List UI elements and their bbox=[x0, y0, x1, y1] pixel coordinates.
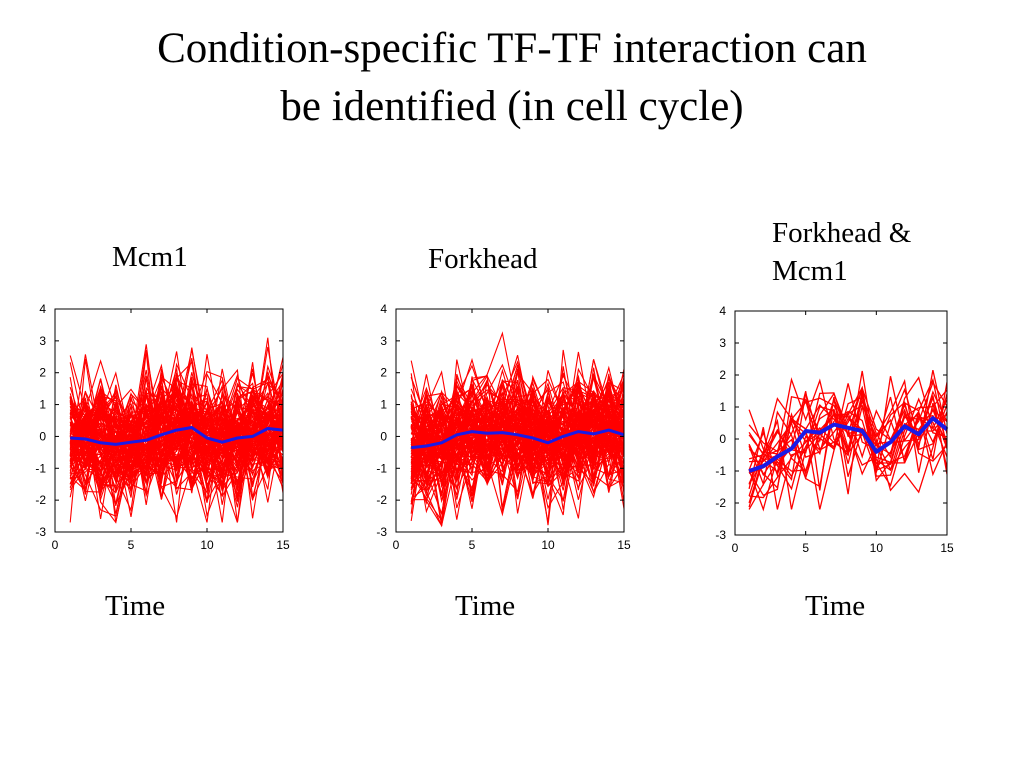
y-tick-label: 3 bbox=[719, 336, 726, 350]
mean-line bbox=[748, 416, 949, 473]
x-tick-label: 15 bbox=[940, 541, 954, 555]
profile-line bbox=[748, 392, 947, 510]
axes-frame bbox=[734, 310, 948, 536]
x-tick-label: 0 bbox=[732, 541, 739, 555]
y-tick-label: 2 bbox=[39, 366, 46, 380]
y-tick-label: 4 bbox=[39, 302, 46, 316]
profile-line bbox=[410, 364, 624, 500]
y-tick-label: -2 bbox=[715, 496, 726, 510]
y-tick-label: -3 bbox=[715, 528, 726, 542]
x-tick-label: 5 bbox=[469, 538, 476, 552]
profile-lines-2 bbox=[748, 369, 947, 512]
y-tick-label: -1 bbox=[35, 461, 46, 475]
axes-frame bbox=[54, 308, 284, 533]
y-tick-label: 4 bbox=[719, 304, 726, 318]
profile-line bbox=[69, 358, 283, 523]
profile-line bbox=[748, 392, 947, 508]
y-tick-label: -1 bbox=[376, 461, 387, 475]
x-tick-label: 10 bbox=[541, 538, 555, 552]
profile-line bbox=[411, 371, 624, 485]
x-tick-label: 10 bbox=[200, 538, 214, 552]
profile-line bbox=[69, 396, 283, 488]
y-tick-label: 0 bbox=[719, 432, 726, 446]
profile-line bbox=[748, 376, 947, 488]
x-axis-label-forkhead-mcm1: Time bbox=[805, 590, 866, 622]
x-tick-label: 5 bbox=[802, 541, 809, 555]
y-tick-label: -3 bbox=[35, 525, 46, 539]
x-tick-label: 0 bbox=[393, 538, 400, 552]
profile-line bbox=[69, 389, 283, 488]
slide-title-line-1: Condition-specific TF-TF interaction can bbox=[157, 25, 867, 72]
y-tick-label: 3 bbox=[39, 334, 46, 348]
y-tick-label: 2 bbox=[719, 368, 726, 382]
profile-line bbox=[410, 373, 624, 522]
axes-frame bbox=[395, 308, 625, 533]
y-tick-label: 1 bbox=[380, 398, 387, 412]
chart-title-mcm1: Mcm1 bbox=[112, 241, 188, 273]
profile-line bbox=[748, 369, 947, 512]
x-tick-label: 5 bbox=[128, 538, 135, 552]
profile-line bbox=[748, 377, 947, 497]
y-tick-label: 0 bbox=[39, 429, 46, 443]
y-tick-label: -3 bbox=[376, 525, 387, 539]
profile-line bbox=[70, 389, 283, 483]
y-tick-label: 1 bbox=[719, 400, 726, 414]
y-tick-label: 1 bbox=[39, 398, 46, 412]
x-axis-label-mcm1: Time bbox=[105, 590, 166, 622]
profile-lines-1 bbox=[410, 331, 624, 528]
profile-line bbox=[411, 383, 624, 520]
slide-title: Condition-specific TF-TF interaction can… bbox=[40, 20, 984, 136]
profile-line bbox=[410, 351, 624, 489]
chart-title-forkhead-mcm1-line-1: Forkhead & bbox=[772, 217, 912, 249]
x-tick-label: 15 bbox=[617, 538, 631, 552]
slide-title-line-2: be identified (in cell cycle) bbox=[280, 83, 744, 130]
profile-line bbox=[748, 376, 947, 477]
profile-line bbox=[69, 379, 283, 467]
y-tick-label: 2 bbox=[380, 366, 387, 380]
profile-lines-0 bbox=[69, 337, 283, 524]
profile-line bbox=[69, 408, 283, 498]
mean-line bbox=[70, 426, 284, 446]
x-axis-label-forkhead: Time bbox=[455, 590, 516, 622]
profile-line bbox=[748, 393, 947, 485]
chart-title-forkhead-mcm1: Forkhead & Mcm1 bbox=[772, 214, 911, 290]
chart-title-forkhead: Forkhead bbox=[428, 243, 538, 275]
chart-panel-2: -3 -2 -1 0 1 2 3 4 0 5 10 15 bbox=[715, 304, 954, 555]
y-tick-label: 3 bbox=[380, 334, 387, 348]
profile-line bbox=[410, 381, 624, 495]
y-tick-label: -2 bbox=[35, 493, 46, 507]
chart-title-forkhead-mcm1-line-2: Mcm1 bbox=[772, 255, 848, 287]
profile-line bbox=[411, 391, 624, 468]
chart-panel-0: -3 -2 -1 0 1 2 3 4 0 5 10 15 bbox=[35, 302, 290, 552]
profile-line bbox=[69, 407, 283, 484]
y-tick-label: 0 bbox=[380, 429, 387, 443]
profile-line bbox=[748, 388, 947, 510]
y-tick-label: -2 bbox=[376, 493, 387, 507]
profile-line bbox=[69, 377, 283, 524]
chart-panel-1: -3 -2 -1 0 1 2 3 4 0 5 10 15 bbox=[376, 302, 631, 552]
x-tick-label: 0 bbox=[52, 538, 59, 552]
x-tick-label: 15 bbox=[276, 538, 290, 552]
x-tick-label: 10 bbox=[870, 541, 884, 555]
profile-line bbox=[69, 397, 283, 492]
profile-line bbox=[69, 391, 283, 493]
profile-line bbox=[69, 372, 283, 490]
y-tick-label: -1 bbox=[715, 464, 726, 478]
mean-line bbox=[411, 428, 625, 450]
profile-line bbox=[410, 380, 624, 473]
y-tick-label: 4 bbox=[380, 302, 387, 316]
profile-line bbox=[410, 396, 624, 497]
profile-line bbox=[69, 351, 283, 492]
